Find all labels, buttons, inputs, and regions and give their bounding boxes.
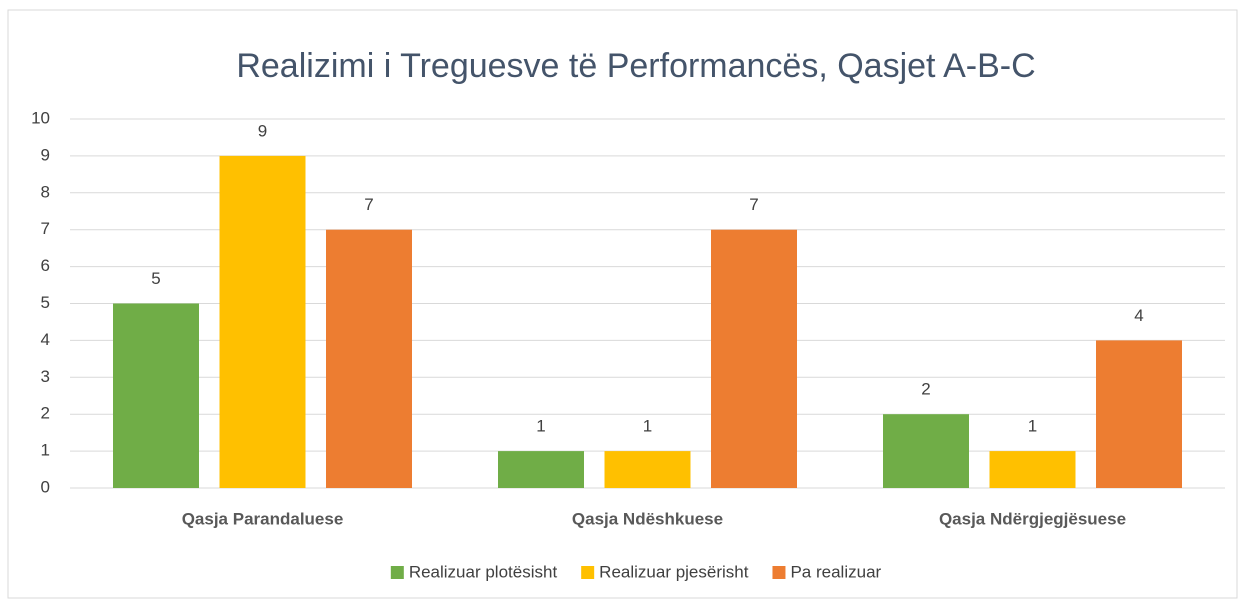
- bar: [989, 451, 1076, 488]
- bar: [498, 451, 584, 488]
- y-tick-label: 1: [41, 441, 50, 460]
- y-tick-label: 3: [41, 367, 50, 386]
- data-label: 1: [643, 417, 652, 436]
- data-label: 4: [1134, 306, 1143, 325]
- y-tick-label: 10: [31, 108, 50, 127]
- bar: [604, 451, 691, 488]
- legend-swatch: [581, 566, 595, 579]
- bar: [326, 229, 412, 488]
- data-label: 9: [258, 121, 267, 140]
- data-label: 7: [749, 195, 758, 214]
- bar: [113, 303, 199, 488]
- legend-label: Realizuar pjesërisht: [599, 562, 749, 581]
- y-tick-label: 2: [41, 404, 50, 423]
- bar: [883, 414, 969, 488]
- legend-swatch: [772, 566, 786, 579]
- bar: [219, 155, 306, 488]
- y-tick-label: 4: [41, 330, 50, 349]
- legend-swatch: [390, 566, 404, 579]
- bar: [711, 229, 797, 488]
- legend-label: Pa realizuar: [790, 562, 881, 581]
- y-tick-label: 6: [41, 256, 50, 275]
- legend-label: Realizuar plotësisht: [409, 562, 558, 581]
- y-tick-label: 5: [41, 293, 50, 312]
- y-tick-label: 8: [41, 182, 50, 201]
- data-label: 5: [151, 269, 160, 288]
- x-tick-label: Qasja Ndëshkuese: [572, 509, 723, 528]
- x-tick-label: Qasja Ndërgjegjësuese: [939, 509, 1126, 528]
- data-label: 7: [364, 195, 373, 214]
- chart-title: Realizimi i Treguesve të Performancës, Q…: [236, 47, 1035, 85]
- data-label: 1: [536, 417, 545, 436]
- x-tick-label: Qasja Parandaluese: [182, 509, 344, 528]
- y-tick-label: 9: [41, 145, 50, 164]
- y-tick-label: 7: [41, 219, 50, 238]
- data-label: 2: [921, 380, 930, 399]
- bar: [1096, 340, 1182, 488]
- data-label: 1: [1028, 417, 1037, 436]
- y-tick-label: 0: [41, 477, 50, 496]
